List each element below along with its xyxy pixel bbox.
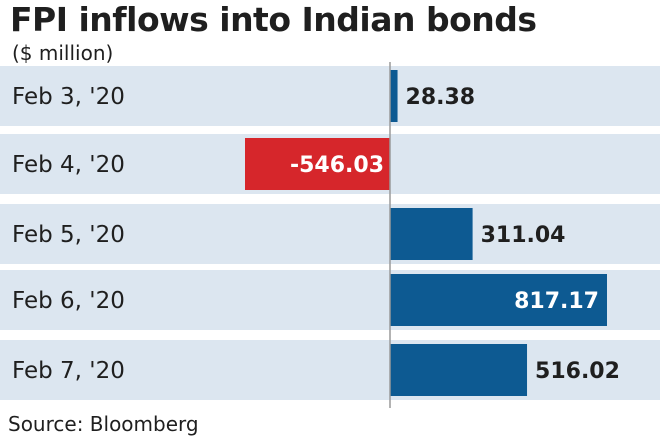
category-label: Feb 4, '20 [12,152,125,178]
bar [390,274,607,326]
bar [245,138,390,190]
source-note: Source: Bloomberg [8,412,199,436]
bar [390,344,528,396]
data-label: 28.38 [406,85,476,110]
category-label: Feb 6, '20 [12,288,125,314]
data-label: -546.03 [290,153,384,178]
row-background [0,340,660,400]
category-label: Feb 3, '20 [12,84,125,110]
bar [390,208,473,260]
data-label: 817.17 [514,289,599,314]
bar [390,70,398,122]
row-background [0,66,660,126]
chart-title: FPI inflows into Indian bonds [10,0,537,39]
chart-subtitle: ($ million) [12,41,114,65]
category-label: Feb 7, '20 [12,358,125,384]
category-label: Feb 5, '20 [12,222,125,248]
data-label: 311.04 [481,223,566,248]
data-label: 516.02 [535,359,620,384]
row-background [0,204,660,264]
